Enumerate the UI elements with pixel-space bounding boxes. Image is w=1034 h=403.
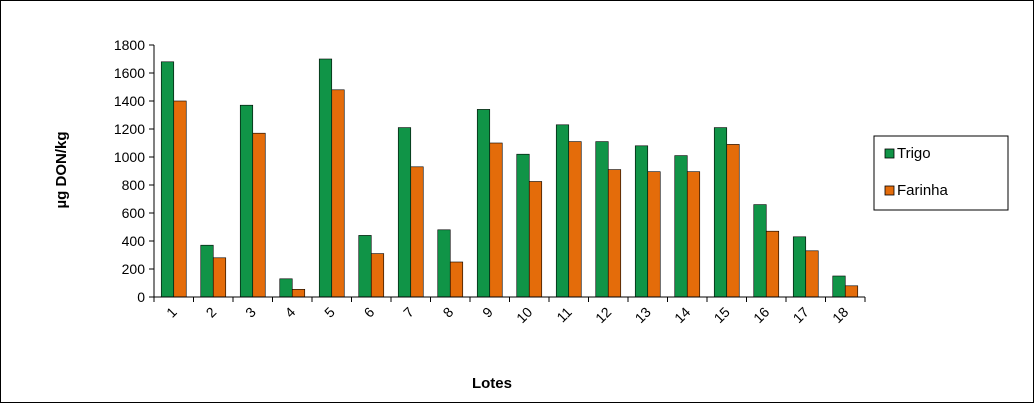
bar-farinha-12 (607, 169, 622, 298)
bar-farinha-5 (331, 89, 345, 298)
x-tick-label: 2 (203, 304, 220, 321)
bar-trigo-4 (279, 278, 293, 298)
x-axis-ticks: 1 2 3 4 5 6 7 8 9 10 11 12 13 14 15 16 17 18 (153, 297, 866, 326)
legend-box (873, 135, 1009, 211)
bar-trigo-2 (200, 244, 214, 298)
bar-trigo-1 (160, 61, 175, 298)
bar-trigo-18 (832, 275, 846, 298)
bar-farinha-17 (805, 250, 819, 298)
bars (160, 58, 859, 298)
x-tick-label: 11 (553, 304, 575, 326)
bar-trigo-3 (239, 104, 254, 298)
y-tick-label: 1000 (114, 149, 145, 165)
x-tick-label: 6 (361, 304, 378, 321)
x-axis-title: Lotes (472, 375, 512, 392)
legend-swatch-farinha (884, 185, 895, 196)
y-tick-label: 800 (122, 177, 146, 193)
x-tick-label: 10 (513, 304, 535, 326)
bar-farinha-1 (173, 100, 187, 298)
bar-trigo-14 (674, 155, 688, 298)
legend: Trigo Farinha (873, 135, 1009, 211)
y-tick-label: 0 (137, 289, 145, 305)
y-tick-label: 600 (122, 205, 146, 221)
bar-farinha-6 (370, 253, 385, 298)
bar-trigo-11 (555, 124, 570, 298)
x-tick-label: 13 (632, 304, 654, 326)
y-tick-label: 200 (122, 261, 146, 277)
x-tick-label: 17 (790, 304, 812, 326)
bar-farinha-4 (291, 288, 306, 298)
bar-farinha-13 (647, 171, 661, 298)
bar-farinha-15 (726, 144, 740, 298)
bar-trigo-10 (516, 153, 530, 298)
x-tick-label: 9 (479, 304, 496, 321)
x-tick-label: 8 (440, 304, 457, 321)
bar-trigo-7 (397, 127, 412, 298)
y-axis-title: µg DON/kg (53, 132, 70, 209)
bar-farinha-7 (410, 166, 424, 298)
bar-trigo-5 (318, 58, 333, 298)
bar-trigo-9 (476, 109, 491, 298)
bar-farinha-16 (765, 230, 780, 298)
y-tick-label: 400 (122, 233, 146, 249)
legend-label-trigo: Trigo (897, 145, 931, 162)
bar-trigo-15 (713, 127, 728, 298)
bar-trigo-17 (792, 236, 807, 298)
x-tick-label: 16 (750, 304, 772, 326)
y-axis-ticks: 0 200 400 600 800 1000 1200 1400 1600 1800 (114, 37, 154, 305)
y-tick-label: 1600 (114, 65, 145, 81)
bar-trigo-12 (595, 141, 609, 298)
bar-trigo-6 (358, 235, 372, 298)
bar-farinha-9 (489, 142, 503, 298)
x-tick-label: 15 (711, 304, 733, 326)
legend-label-farinha: Farinha (897, 182, 949, 199)
y-tick-label: 1400 (114, 93, 145, 109)
y-tick-label: 1200 (114, 121, 145, 137)
bar-farinha-18 (844, 285, 859, 298)
x-tick-label: 5 (321, 304, 338, 321)
x-tick-label: 14 (671, 304, 693, 326)
x-tick-label: 18 (829, 304, 851, 326)
bar-farinha-10 (528, 181, 543, 298)
x-tick-label: 12 (592, 304, 614, 326)
bar-farinha-14 (686, 171, 701, 298)
bar-farinha-11 (568, 141, 582, 298)
bar-farinha-2 (212, 257, 227, 298)
bar-trigo-13 (634, 145, 649, 298)
x-tick-label: 1 (163, 304, 180, 321)
y-tick-label: 1800 (114, 37, 145, 53)
x-tick-label: 7 (400, 304, 417, 321)
x-tick-label: 4 (282, 304, 299, 321)
bar-trigo-16 (753, 204, 767, 298)
bar-farinha-3 (252, 132, 266, 298)
legend-swatch-trigo (884, 148, 895, 159)
bar-trigo-8 (437, 229, 451, 298)
x-tick-label: 3 (242, 304, 259, 321)
bar-farinha-8 (449, 261, 464, 298)
